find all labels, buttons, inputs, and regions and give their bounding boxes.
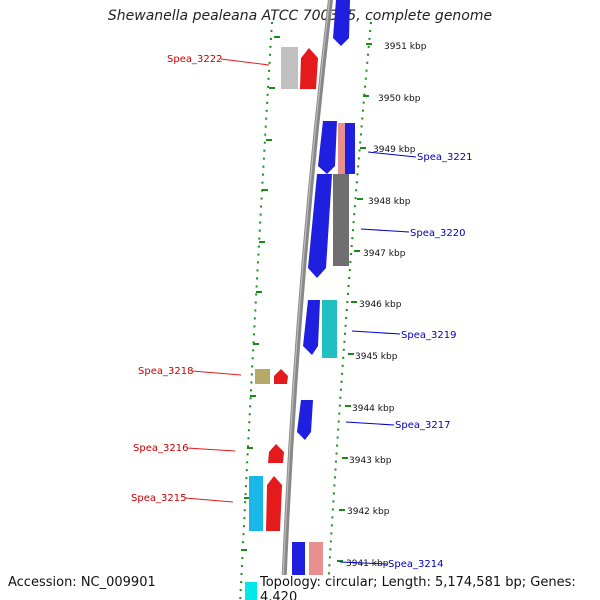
gene-arrow-forward <box>266 476 282 531</box>
kbp-tick-label: 3950 kbp <box>378 94 421 104</box>
genome-summary-label: Topology: circular; Length: 5,174,581 bp… <box>258 575 600 600</box>
gene-arrow-reverse <box>308 174 332 278</box>
kbp-tick-label: 3942 kbp <box>347 507 390 517</box>
gene-arrow-reverse <box>333 0 350 46</box>
gene-arrow-reverse <box>303 300 320 355</box>
gene-block-pink <box>338 123 346 174</box>
gene-arrow-reverse <box>318 121 337 174</box>
gene-block-khaki <box>255 369 270 384</box>
left-gene-labels: Spea_3222 Spea_3218 Spea_3216 Spea_3215 <box>131 54 270 504</box>
gene-block-cyan <box>322 300 337 358</box>
kbp-tick-label: 3945 kbp <box>355 352 398 362</box>
gene-block-cyan <box>249 476 263 531</box>
genome-backbone <box>280 0 333 600</box>
gene-features <box>245 0 355 600</box>
accession-label: Accession: NC_009901 <box>8 575 156 590</box>
kbp-tick-label: 3947 kbp <box>363 249 406 259</box>
kbp-tick-label: 3951 kbp <box>384 42 427 52</box>
gene-block-blue <box>292 542 305 580</box>
kbp-tick-label: 3948 kbp <box>368 197 411 207</box>
kbp-tick-label: 3949 kbp <box>373 145 416 155</box>
kbp-tick-label: 3946 kbp <box>359 300 402 310</box>
gene-label-left[interactable]: Spea_3215 <box>131 493 186 504</box>
gene-label-left[interactable]: Spea_3216 <box>133 443 188 454</box>
gene-label-left[interactable]: Spea_3218 <box>138 366 193 377</box>
gene-label-left[interactable]: Spea_3222 <box>167 54 222 65</box>
gene-block-darkgrey <box>333 174 349 266</box>
gene-label-right[interactable]: Spea_3220 <box>410 228 465 239</box>
kbp-tick-label: 3944 kbp <box>352 404 395 414</box>
gene-label-right[interactable]: Spea_3214 <box>388 559 443 570</box>
gene-block-cyan <box>245 582 257 600</box>
gene-label-right[interactable]: Spea_3221 <box>417 152 472 163</box>
gene-arrow-forward <box>300 48 318 89</box>
gene-arrow-reverse <box>297 400 313 440</box>
outer-ring-ticks <box>337 43 372 562</box>
kbp-tick-label: 3941 kbp <box>346 559 389 569</box>
map-title: Shewanella pealeana ATCC 700345, complet… <box>107 8 493 24</box>
gene-block-grey <box>281 47 298 89</box>
gene-arrow-forward <box>268 444 284 463</box>
inner-ring-dashes <box>241 36 280 551</box>
gene-block-pink <box>309 542 323 580</box>
gene-block-blue <box>345 123 355 174</box>
gene-arrow-forward <box>274 369 288 384</box>
gene-label-right[interactable]: Spea_3217 <box>395 420 450 431</box>
genome-backbone-highlight <box>281 0 331 600</box>
kbp-tick-label: 3943 kbp <box>349 456 392 466</box>
gene-label-right[interactable]: Spea_3219 <box>401 330 456 341</box>
right-gene-labels: Spea_3221 Spea_3220 Spea_3219 Spea_3217 … <box>339 151 472 570</box>
